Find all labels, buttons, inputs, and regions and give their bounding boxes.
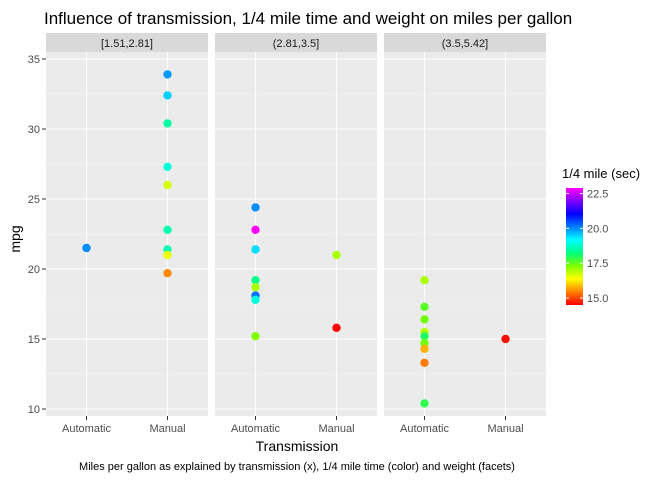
data-point <box>163 250 172 260</box>
data-point <box>251 225 260 234</box>
y-axis-title: mpg <box>7 225 23 252</box>
data-point <box>163 70 172 79</box>
facet-panel: [1.51,2.81] Automatic Manual <box>46 33 208 435</box>
data-point <box>251 283 260 292</box>
y-tick-label: 30 <box>28 124 40 136</box>
data-point <box>251 203 260 212</box>
data-point <box>501 334 510 344</box>
facet-strip-label: (2.81,3.5] <box>273 38 319 50</box>
legend-colorbar <box>566 188 583 305</box>
data-point <box>163 119 172 128</box>
data-point <box>251 245 260 254</box>
facet-panels: [1.51,2.81] Automatic Manual (2.81,3.5] Auto… <box>46 33 546 435</box>
data-point <box>420 332 429 341</box>
data-point <box>251 332 260 341</box>
legend-title: 1/4 mile (sec) <box>562 166 640 181</box>
y-tick-label: 35 <box>28 54 40 66</box>
facet-strip <box>384 33 546 52</box>
y-tick-label: 10 <box>28 404 40 416</box>
facet-strip <box>46 33 208 52</box>
legend-tick-label: 17.5 <box>587 258 608 270</box>
data-point <box>251 295 260 304</box>
data-point <box>420 315 429 324</box>
chart-title: Influence of transmission, 1/4 mile time… <box>44 9 572 28</box>
data-point <box>82 243 91 253</box>
facet-panel: (2.81,3.5] Automatic Manual <box>215 33 377 435</box>
y-tick-label: 20 <box>28 264 40 276</box>
data-point <box>251 276 260 285</box>
x-tick-label: Manual <box>149 423 185 435</box>
data-point <box>163 225 172 234</box>
facet-panel: (3.5,5.42] Automatic Manual <box>384 33 546 435</box>
legend-tick-label: 22.5 <box>587 189 608 201</box>
data-point <box>163 269 172 278</box>
data-point <box>163 162 172 171</box>
data-point <box>163 91 172 100</box>
facet-strip-label: [1.51,2.81] <box>101 38 153 50</box>
data-point <box>420 358 429 367</box>
data-point <box>420 276 429 285</box>
data-point <box>163 180 172 190</box>
data-point <box>420 302 429 311</box>
chart-caption: Miles per gallon as explained by transmi… <box>79 461 515 473</box>
x-axis-title: Transmission <box>256 438 339 454</box>
x-tick-label: Manual <box>318 423 354 435</box>
x-tick-label: Manual <box>487 423 523 435</box>
x-tick-label: Automatic <box>231 423 280 435</box>
data-point <box>332 323 341 332</box>
facet-strip <box>215 33 377 52</box>
x-tick-label: Automatic <box>62 423 111 435</box>
x-tick-label: Automatic <box>400 423 449 435</box>
color-legend: 1/4 mile (sec) 15.0 17.5 20.0 22.5 <box>562 166 640 305</box>
data-point <box>420 399 429 408</box>
data-point <box>420 344 429 353</box>
facet-strip-label: (3.5,5.42] <box>442 38 488 50</box>
y-tick-label: 25 <box>28 194 40 206</box>
y-tick-label: 15 <box>28 334 40 346</box>
legend-tick-label: 15.0 <box>587 293 608 305</box>
data-point <box>332 250 341 260</box>
legend-tick-label: 20.0 <box>587 223 608 235</box>
